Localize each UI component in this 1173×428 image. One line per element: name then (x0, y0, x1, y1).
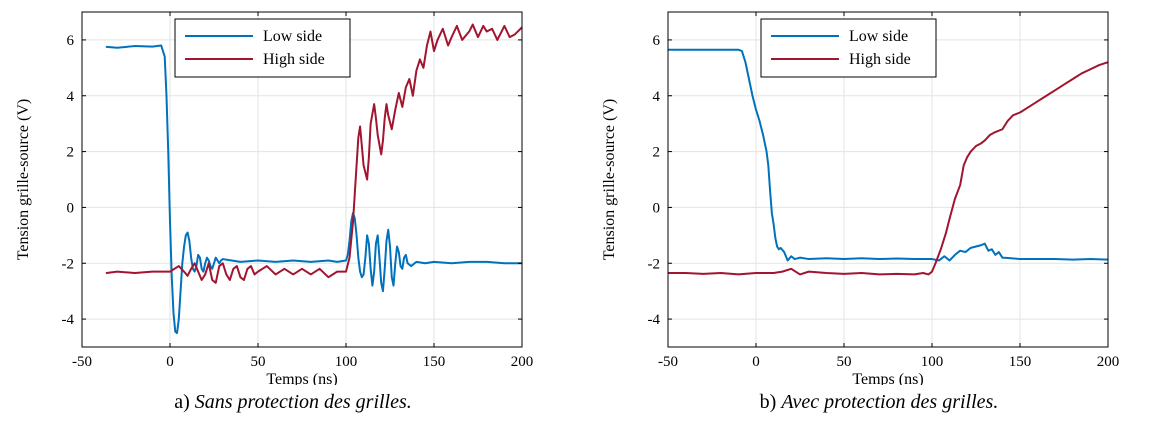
y-tick-label: 2 (67, 145, 75, 161)
y-tick-label: 6 (653, 33, 661, 49)
plot-frame (81, 11, 523, 348)
x-axis-label: Temps (ns) (852, 371, 923, 385)
y-axis-label: Tension grille-source (V) (15, 99, 32, 261)
y-tick-label: 6 (67, 33, 75, 49)
series-group (668, 48, 1108, 276)
x-tick-label: 0 (752, 354, 760, 370)
legend: Low side High side (174, 18, 351, 78)
x-tick-label: -50 (658, 354, 678, 370)
series-line-low-side (105, 44, 522, 335)
y-axis-label: Tension grille-source (V) (601, 99, 618, 261)
series-group (105, 23, 522, 335)
x-tick-label: 100 (335, 354, 358, 370)
y-tick-label: -4 (648, 312, 661, 328)
y-tick-label: 0 (653, 200, 661, 216)
axis-ticks: -50 0 50 100 150 200 -4 -2 0 2 4 6 (648, 12, 1120, 370)
plot-frame (667, 11, 1109, 348)
caption-b-prefix: b) (759, 391, 777, 413)
caption-a-text: Sans protection des grilles. (194, 391, 412, 413)
x-axis-label: Temps (ns) (266, 371, 337, 385)
y-tick-label: 2 (653, 145, 661, 161)
x-tick-label: -50 (72, 354, 92, 370)
legend-label-low-side: Low side (849, 28, 908, 45)
y-tick-label: -4 (62, 312, 75, 328)
x-tick-label: 200 (511, 354, 534, 370)
x-tick-label: 150 (423, 354, 446, 370)
x-tick-label: 100 (921, 354, 944, 370)
panel-a: -50 0 50 100 150 200 -4 -2 0 2 4 6 Temps (ns) Tension… (0, 0, 586, 428)
legend-box (760, 18, 937, 78)
caption-a: a) Sans protection des grilles. (0, 391, 586, 414)
y-tick-label: 4 (67, 89, 75, 105)
series-line-high-side (668, 61, 1108, 276)
y-tick-label: 4 (653, 89, 661, 105)
legend-label-low-side: Low side (263, 28, 322, 45)
caption-a-prefix: a) (174, 391, 190, 413)
x-tick-label: 150 (1009, 354, 1032, 370)
caption-b: b) Avec protection des grilles. (586, 391, 1172, 414)
legend-label-high-side: High side (263, 51, 325, 68)
legend: Low side High side (760, 18, 937, 78)
legend-label-high-side: High side (849, 51, 911, 68)
caption-b-text: Avec protection des grilles. (781, 391, 999, 413)
x-tick-label: 50 (837, 354, 852, 370)
x-tick-label: 200 (1097, 354, 1120, 370)
chart-a: -50 0 50 100 150 200 -4 -2 0 2 4 6 Temps (ns) Tension… (15, 11, 534, 388)
x-tick-label: 50 (251, 354, 266, 370)
series-line-high-side (105, 23, 522, 284)
y-tick-label: -2 (648, 256, 661, 272)
series-line-low-side (668, 48, 1108, 262)
y-tick-label: -2 (62, 256, 75, 272)
x-tick-label: 0 (166, 354, 174, 370)
panel-b: -50 0 50 100 150 200 -4 -2 0 2 4 6 Temps (ns) Tension… (586, 0, 1172, 428)
legend-box (174, 18, 351, 78)
chart-b: -50 0 50 100 150 200 -4 -2 0 2 4 6 Temps (ns) Tension… (601, 11, 1120, 388)
y-tick-label: 0 (67, 200, 75, 216)
axis-ticks: -50 0 50 100 150 200 -4 -2 0 2 4 6 (62, 12, 534, 370)
